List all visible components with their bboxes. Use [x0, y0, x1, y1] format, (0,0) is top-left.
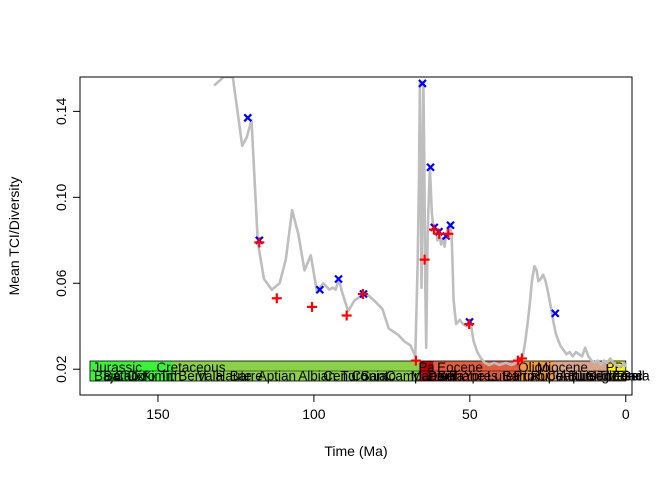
stage-label: Ypres [464, 369, 499, 384]
x-tick-label: 50 [462, 406, 478, 422]
red-plus-point [464, 319, 475, 330]
stage-label: Berri [178, 369, 207, 384]
blue-x-point [446, 220, 455, 230]
blue-x-point [334, 274, 343, 284]
red-plus-point [428, 224, 439, 235]
x-tick-label: 150 [146, 406, 170, 422]
stage-label: Haute [216, 369, 252, 384]
x-tick-label: 0 [622, 406, 630, 422]
red-plus-point [410, 355, 421, 366]
stage-label: Priab [513, 369, 545, 384]
stage-label: Tith [160, 369, 182, 384]
stage-label: Kimm [142, 369, 177, 384]
stage-label: Torto [598, 369, 628, 384]
stage-label: Santo [361, 369, 396, 384]
stage-label: Zancl [612, 369, 645, 384]
y-tick-label: 0.10 [53, 183, 69, 210]
stage-label: Dani [428, 369, 456, 384]
red-plus-point [341, 310, 352, 321]
stage-label: Chatt [546, 369, 579, 384]
red-plus-point [434, 228, 445, 239]
stage-label: Piac [616, 369, 643, 384]
stage-label: Aptian [258, 369, 296, 384]
y-tick-label: 0.06 [53, 269, 69, 296]
blue-x-point [426, 162, 435, 172]
stage-label: Barre [230, 369, 263, 384]
timescale: JurassicCretaceousPaleoEoceneOligoMiocen… [89, 360, 650, 384]
stage-label: Turo [340, 369, 367, 384]
trend-line [213, 77, 628, 369]
stage-label: Albian [298, 369, 336, 384]
stage-label: Oxfo [127, 369, 156, 384]
blue-x-point [551, 309, 560, 318]
stage-label: Langh [579, 369, 617, 384]
stage-label: Vala [197, 369, 224, 384]
stage-label: Thane [446, 369, 484, 384]
red-plus-point [307, 301, 318, 312]
red-plus-point [516, 353, 527, 364]
stage-label: Maas [411, 369, 444, 384]
blue-x-point [418, 79, 427, 88]
stage-label: Barto [503, 369, 535, 384]
stage-label: Rupel [531, 369, 566, 384]
red-plus-point [419, 254, 430, 265]
red-plus-point [357, 289, 368, 300]
red-plus-point [254, 237, 265, 248]
red-plus-point [271, 293, 282, 304]
y-tick-label: 0.02 [53, 355, 69, 382]
x-tick-label: 100 [302, 406, 326, 422]
y-axis-title: Mean TCI/Diversity [6, 177, 22, 296]
stage-label: Ceno [323, 369, 355, 384]
red-plus-point [443, 228, 454, 239]
stage-label: Aquit [559, 369, 590, 384]
blue-x-point [243, 113, 253, 123]
stage-label: Gela [621, 369, 650, 384]
x-axis-title: Time (Ma) [324, 443, 387, 459]
stage-label: Sela [437, 369, 465, 384]
y-tick-label: 0.14 [53, 98, 69, 125]
blue-x-point [315, 285, 325, 294]
stage-label: Luteti [487, 369, 520, 384]
stage-label: Burdi [568, 369, 600, 384]
stage-label: Batho [103, 369, 138, 384]
stage-label: Campanian [386, 369, 455, 384]
stage-label: Serra [587, 369, 621, 384]
stage-label: Conia [351, 369, 387, 384]
stage-label: Bajo [94, 369, 121, 384]
axes: 150 100 50 0 0.02 0.06 0.10 0.14 [53, 98, 630, 422]
series-layer [213, 77, 628, 369]
stage-label: Callo [114, 369, 145, 384]
